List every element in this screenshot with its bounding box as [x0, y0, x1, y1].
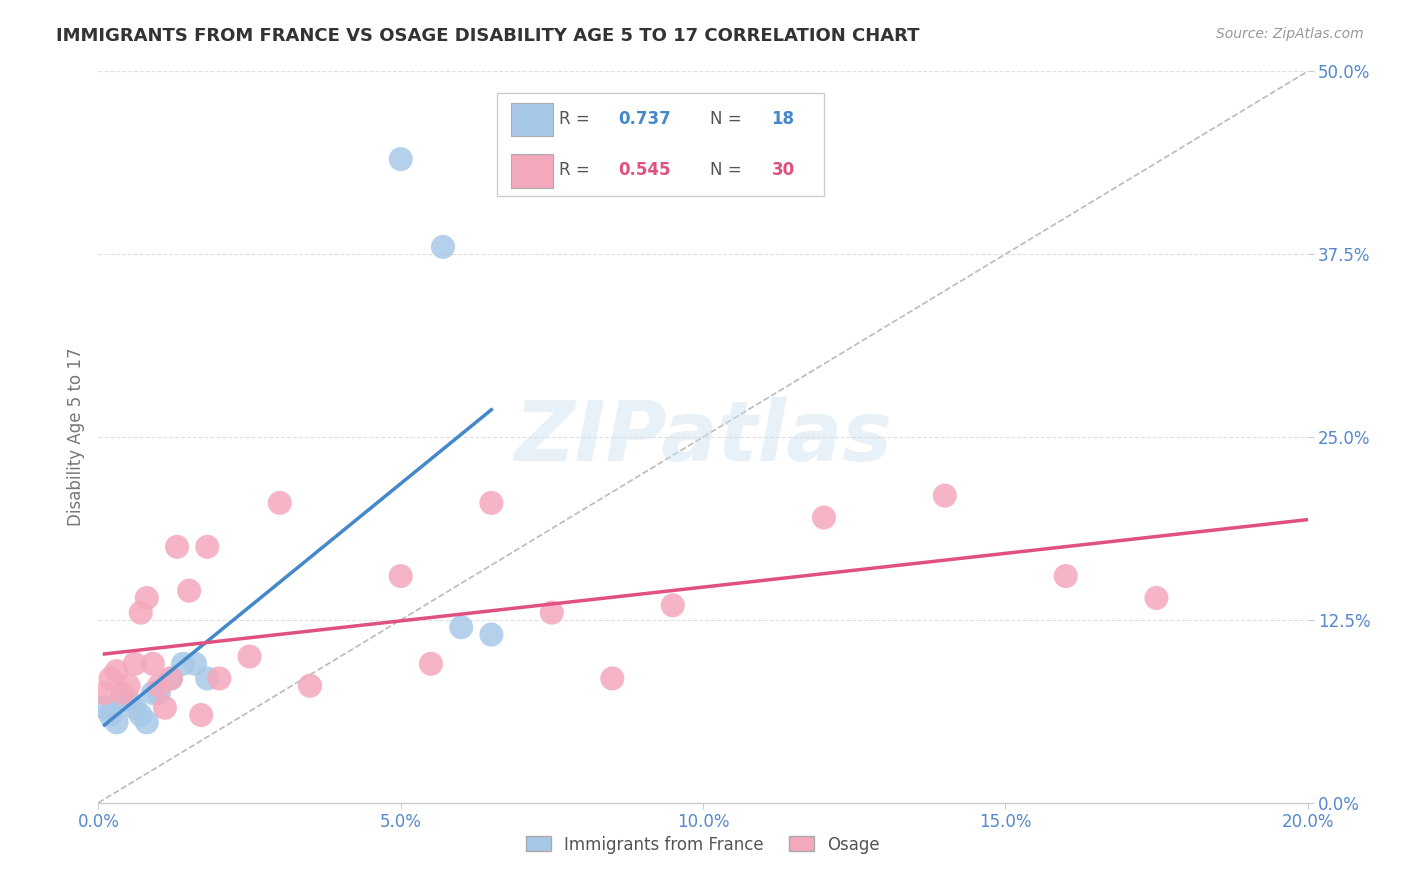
- Point: [934, 489, 956, 503]
- Point: [239, 649, 262, 664]
- Point: [93, 686, 115, 700]
- Point: [153, 700, 176, 714]
- Point: [105, 664, 128, 678]
- Point: [481, 496, 503, 510]
- Point: [172, 657, 194, 671]
- Point: [135, 591, 157, 605]
- Point: [1144, 591, 1167, 605]
- Legend: Immigrants from France, Osage: Immigrants from France, Osage: [519, 829, 887, 860]
- Point: [269, 496, 291, 510]
- Point: [481, 627, 503, 641]
- Point: [129, 606, 152, 620]
- Point: [540, 606, 562, 620]
- Point: [432, 240, 454, 254]
- Point: [135, 715, 157, 730]
- Point: [661, 599, 683, 613]
- Point: [93, 700, 115, 714]
- Y-axis label: Disability Age 5 to 17: Disability Age 5 to 17: [66, 348, 84, 526]
- Point: [100, 672, 122, 686]
- Point: [813, 510, 835, 524]
- Point: [142, 686, 165, 700]
- Text: ZIPatlas: ZIPatlas: [515, 397, 891, 477]
- Point: [208, 672, 231, 686]
- Text: Source: ZipAtlas.com: Source: ZipAtlas.com: [1216, 27, 1364, 41]
- Point: [124, 657, 146, 671]
- Point: [160, 672, 183, 686]
- Point: [160, 672, 183, 686]
- Point: [100, 708, 122, 723]
- Point: [148, 686, 170, 700]
- Point: [1054, 569, 1077, 583]
- Point: [195, 540, 218, 554]
- Point: [105, 715, 128, 730]
- Point: [602, 672, 624, 686]
- Point: [450, 620, 472, 634]
- Point: [190, 708, 212, 723]
- Point: [299, 679, 322, 693]
- Point: [148, 679, 170, 693]
- Point: [420, 657, 443, 671]
- Point: [118, 679, 141, 693]
- Point: [111, 693, 134, 707]
- Point: [389, 152, 412, 166]
- Point: [179, 583, 201, 598]
- Point: [195, 672, 218, 686]
- Point: [118, 693, 141, 707]
- Point: [129, 708, 152, 723]
- Point: [184, 657, 207, 671]
- Point: [166, 540, 188, 554]
- Point: [389, 569, 412, 583]
- Point: [111, 686, 134, 700]
- Point: [142, 657, 165, 671]
- Point: [124, 700, 146, 714]
- Text: IMMIGRANTS FROM FRANCE VS OSAGE DISABILITY AGE 5 TO 17 CORRELATION CHART: IMMIGRANTS FROM FRANCE VS OSAGE DISABILI…: [56, 27, 920, 45]
